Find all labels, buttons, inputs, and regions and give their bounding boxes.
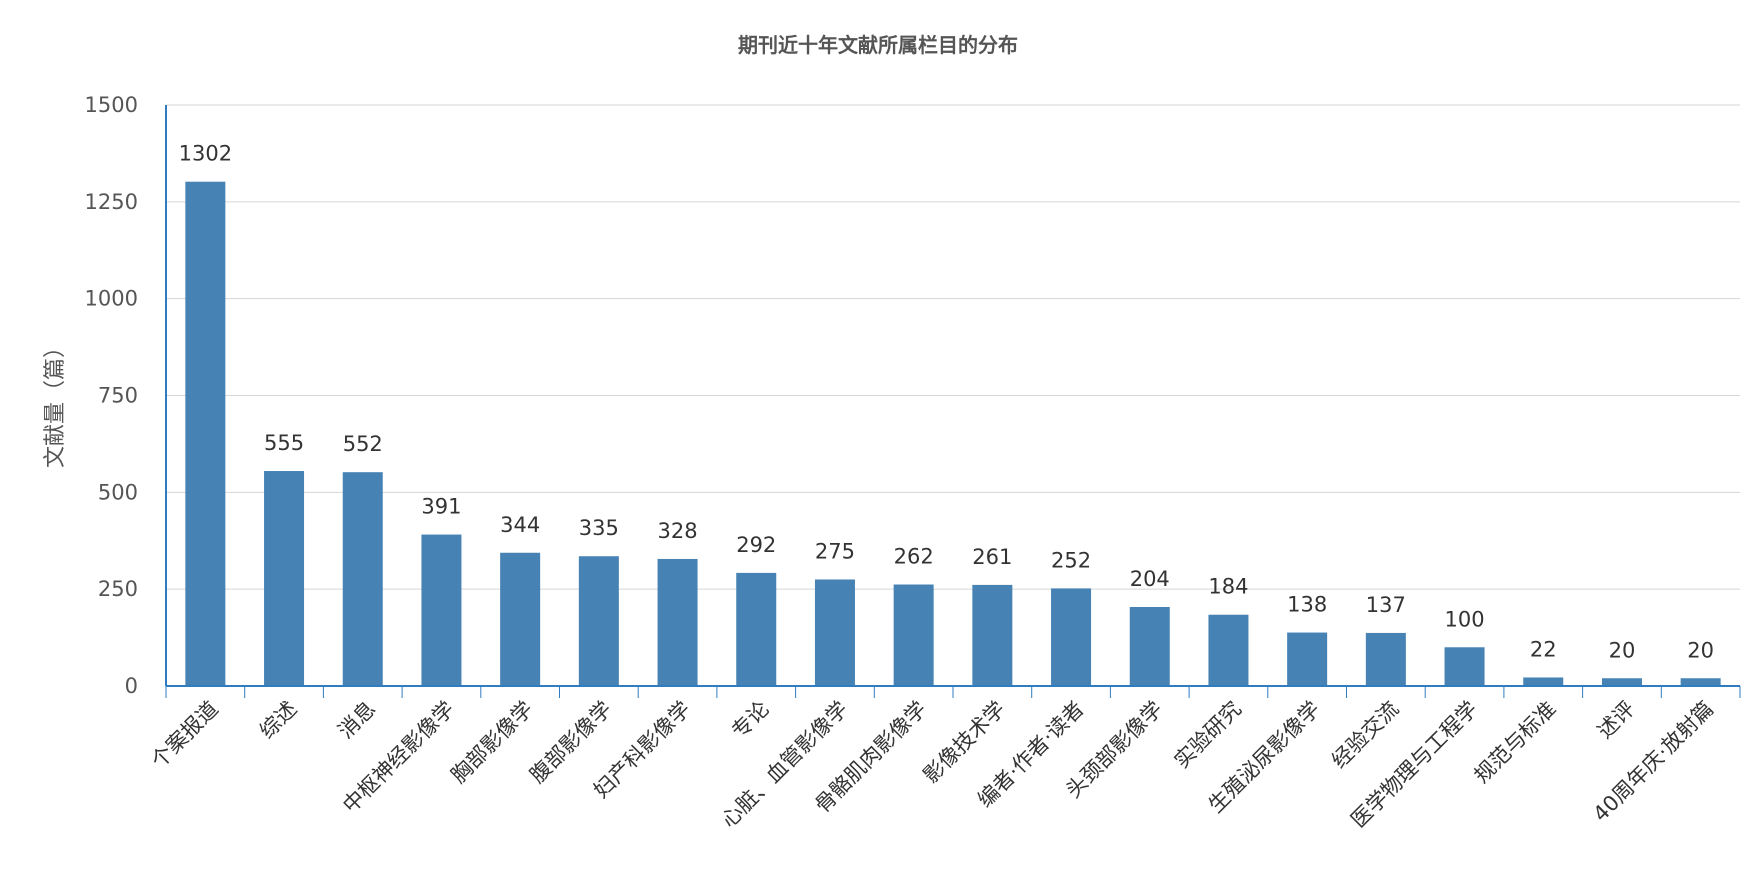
bar bbox=[1365, 632, 1406, 686]
bar bbox=[264, 471, 305, 686]
bar bbox=[342, 472, 383, 686]
bar bbox=[185, 181, 226, 686]
gridlines bbox=[166, 104, 1740, 590]
data-label: 292 bbox=[736, 533, 776, 557]
data-label: 184 bbox=[1208, 575, 1248, 599]
bar bbox=[1680, 678, 1721, 686]
bar bbox=[1523, 677, 1564, 686]
x-tick-label: 专论 bbox=[727, 697, 774, 744]
bar bbox=[421, 534, 462, 686]
bar bbox=[657, 558, 698, 686]
y-tick-label: 0 bbox=[125, 674, 138, 698]
data-label: 555 bbox=[264, 431, 304, 455]
bar bbox=[1444, 647, 1485, 686]
bar bbox=[893, 584, 934, 686]
bar bbox=[972, 584, 1013, 686]
x-tick-label: 综述 bbox=[255, 697, 302, 744]
bar bbox=[578, 556, 619, 686]
data-label: 22 bbox=[1530, 637, 1557, 661]
bar bbox=[814, 579, 855, 686]
data-label: 552 bbox=[343, 432, 383, 456]
data-label: 20 bbox=[1609, 638, 1636, 662]
data-label: 252 bbox=[1051, 548, 1091, 572]
bar bbox=[1129, 606, 1170, 686]
bar bbox=[500, 552, 541, 686]
bars bbox=[185, 181, 1721, 686]
y-tick-label: 500 bbox=[98, 480, 138, 504]
bar bbox=[1051, 588, 1092, 686]
y-tick-label: 250 bbox=[98, 577, 138, 601]
data-label: 335 bbox=[579, 516, 619, 540]
data-label: 328 bbox=[658, 519, 698, 543]
data-label: 275 bbox=[815, 539, 855, 563]
x-tick-label: 经验交流 bbox=[1327, 697, 1403, 773]
y-tick-label: 1250 bbox=[85, 190, 138, 214]
data-label: 391 bbox=[421, 495, 461, 519]
data-labels: 1302 555 552 391 344 335 328 292 275 262 261 252 204… bbox=[179, 142, 1714, 663]
bar bbox=[736, 572, 777, 686]
data-label: 344 bbox=[500, 513, 540, 537]
data-label: 204 bbox=[1130, 567, 1170, 591]
data-label: 137 bbox=[1366, 593, 1406, 617]
y-axis-ticks: 0 250 500 750 1000 1250 1500 bbox=[85, 93, 138, 698]
bar bbox=[1208, 614, 1249, 686]
data-label: 261 bbox=[972, 545, 1012, 569]
x-tick-label: 述评 bbox=[1593, 697, 1640, 744]
y-tick-label: 1000 bbox=[85, 287, 138, 311]
y-tick-label: 1500 bbox=[85, 93, 138, 117]
x-tick-label: 实验研究 bbox=[1170, 697, 1246, 773]
data-label: 100 bbox=[1445, 607, 1485, 631]
y-tick-label: 750 bbox=[98, 384, 138, 408]
bar bbox=[1601, 678, 1642, 686]
data-label: 1302 bbox=[179, 142, 232, 166]
x-tick-label: 胸部影像学 bbox=[446, 697, 537, 788]
data-label: 262 bbox=[894, 545, 934, 569]
y-axis-label: 文献量（篇） bbox=[43, 336, 68, 468]
bar bbox=[1287, 632, 1328, 686]
chart-title: 期刊近十年文献所属栏目的分布 bbox=[738, 33, 1018, 57]
x-tick-label: 规范与标准 bbox=[1470, 697, 1561, 788]
x-tick-label: 个案报道 bbox=[147, 697, 223, 773]
data-label: 138 bbox=[1287, 593, 1327, 617]
x-tick-label: 消息 bbox=[334, 697, 381, 744]
data-label: 20 bbox=[1687, 638, 1714, 662]
